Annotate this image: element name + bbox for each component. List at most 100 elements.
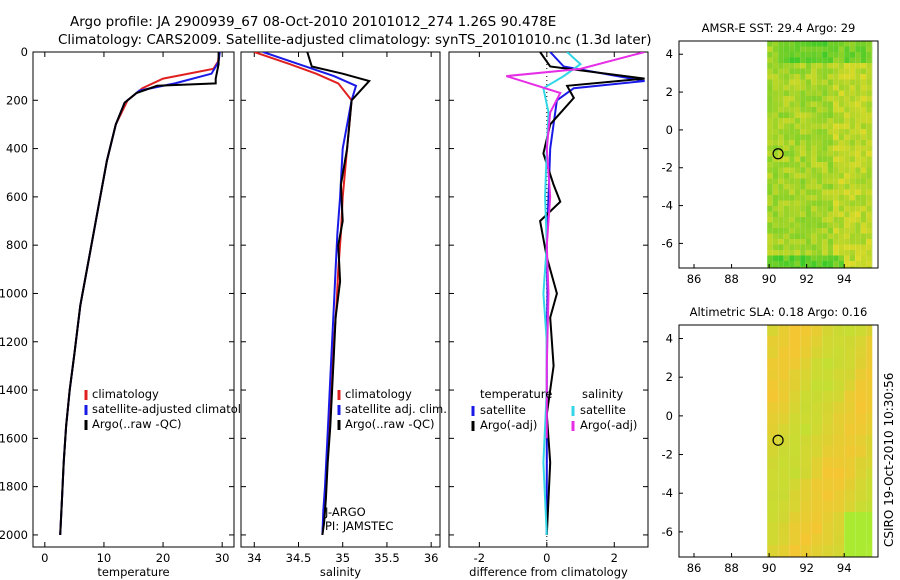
heatmap-cell [844,435,856,446]
heatmap-cell [811,534,823,545]
heatmap-cell [800,123,806,129]
heatmap-cell [827,239,834,245]
heatmap-cell [816,167,823,173]
heatmap-cell [816,107,823,113]
heatmap-cell [849,239,856,245]
heatmap-cell [855,512,867,523]
heatmap-cell [772,46,779,52]
heatmap-cell [866,457,873,468]
heatmap-cell [838,261,845,267]
heatmap-cell [767,501,779,512]
heatmap-cell [789,545,801,556]
x-tick-label: 92 [799,561,814,575]
heatmap-cell [838,184,845,190]
heatmap-cell [783,222,790,228]
heatmap-cell [794,266,801,268]
heatmap-cell [800,68,806,74]
map-title: AMSR-E SST: 29.4 Argo: 29 [702,21,856,35]
heatmap-cell [866,369,873,380]
heatmap-cell [805,129,812,135]
heatmap-cell [822,68,828,74]
series-line-satellite-adj-clim- [262,52,358,535]
heatmap-cell [789,523,801,534]
heatmap-cell [778,145,784,151]
heatmap-cell [833,189,839,195]
heatmap-cell [816,206,823,212]
heatmap-cell [822,534,834,545]
heatmap-cell [844,512,856,523]
heatmap-cell [844,217,850,223]
heatmap-cell [822,123,828,129]
heatmap-cell [849,145,856,151]
heatmap-cell [860,96,867,102]
heatmap-cell [860,189,867,195]
heatmap-cell [789,184,795,190]
heatmap-cell [800,211,806,217]
heatmap-cell [833,85,839,91]
heatmap-cell [871,239,873,245]
heatmap-cell [767,52,773,58]
legend-label: satellite-adjusted climatology [92,402,262,416]
heatmap-cell [789,118,795,124]
heatmap-cell [822,402,834,413]
series-line-argo-raw-qc- [306,52,372,536]
heatmap-cell [778,490,790,501]
heatmap-cell [849,140,856,146]
heatmap-cell [794,52,801,58]
heatmap-cell [811,57,817,63]
heatmap-cell [871,112,873,118]
heatmap-cell [772,123,779,129]
heatmap-cell [860,129,867,135]
heatmap-cell [800,217,806,223]
heatmap-cell [767,222,773,228]
heatmap-cell [838,52,845,58]
heatmap-cell [805,68,812,74]
heatmap-cell [800,244,806,250]
heatmap-cell [778,178,784,184]
heatmap-cell [805,255,812,261]
heatmap-cell [800,63,806,69]
heatmap-cell [789,217,795,223]
heatmap-cell [855,468,867,479]
heatmap-cell [838,63,845,69]
heatmap-cell [767,534,779,545]
heatmap-cell [767,200,773,206]
heatmap-cell [844,266,850,268]
heatmap-cell [871,195,873,201]
heatmap-cell [794,85,801,91]
heatmap-cell [855,195,861,201]
x-axis-label: temperature [97,565,169,579]
header-line2: Climatology: CARS2009. Satellite-adjuste… [58,32,651,48]
heatmap-cell [855,96,861,102]
heatmap-cell [811,200,817,206]
heatmap-cell [822,446,834,457]
heatmap-cell [866,446,873,457]
heatmap-cell [778,479,790,490]
heatmap-cell [833,446,845,457]
heatmap-cell [778,118,784,124]
heatmap-cell [800,446,812,457]
heatmap-cell [794,189,801,195]
heatmap-cell [767,512,779,523]
heatmap-cell [794,129,801,135]
heatmap-cell [849,244,856,250]
heatmap-cell [816,178,823,184]
heatmap-cell [800,468,812,479]
heatmap-cell [772,52,779,58]
heatmap-cell [849,151,856,157]
heatmap-cell [789,101,795,107]
heatmap-cell [789,435,801,446]
heatmap-cell [783,101,790,107]
heatmap-cell [772,63,779,69]
heatmap-cell [778,151,784,157]
series-line-argo-raw-qc- [59,52,220,535]
heatmap-cell [855,145,861,151]
heatmap-cell [860,74,867,80]
heatmap-cell [800,380,812,391]
heatmap-cell [778,424,790,435]
heatmap-cell [794,112,801,118]
heatmap-cell [849,52,856,58]
heatmap-cell [844,178,850,184]
heatmap-cell [833,57,839,63]
heatmap-cell [811,68,817,74]
